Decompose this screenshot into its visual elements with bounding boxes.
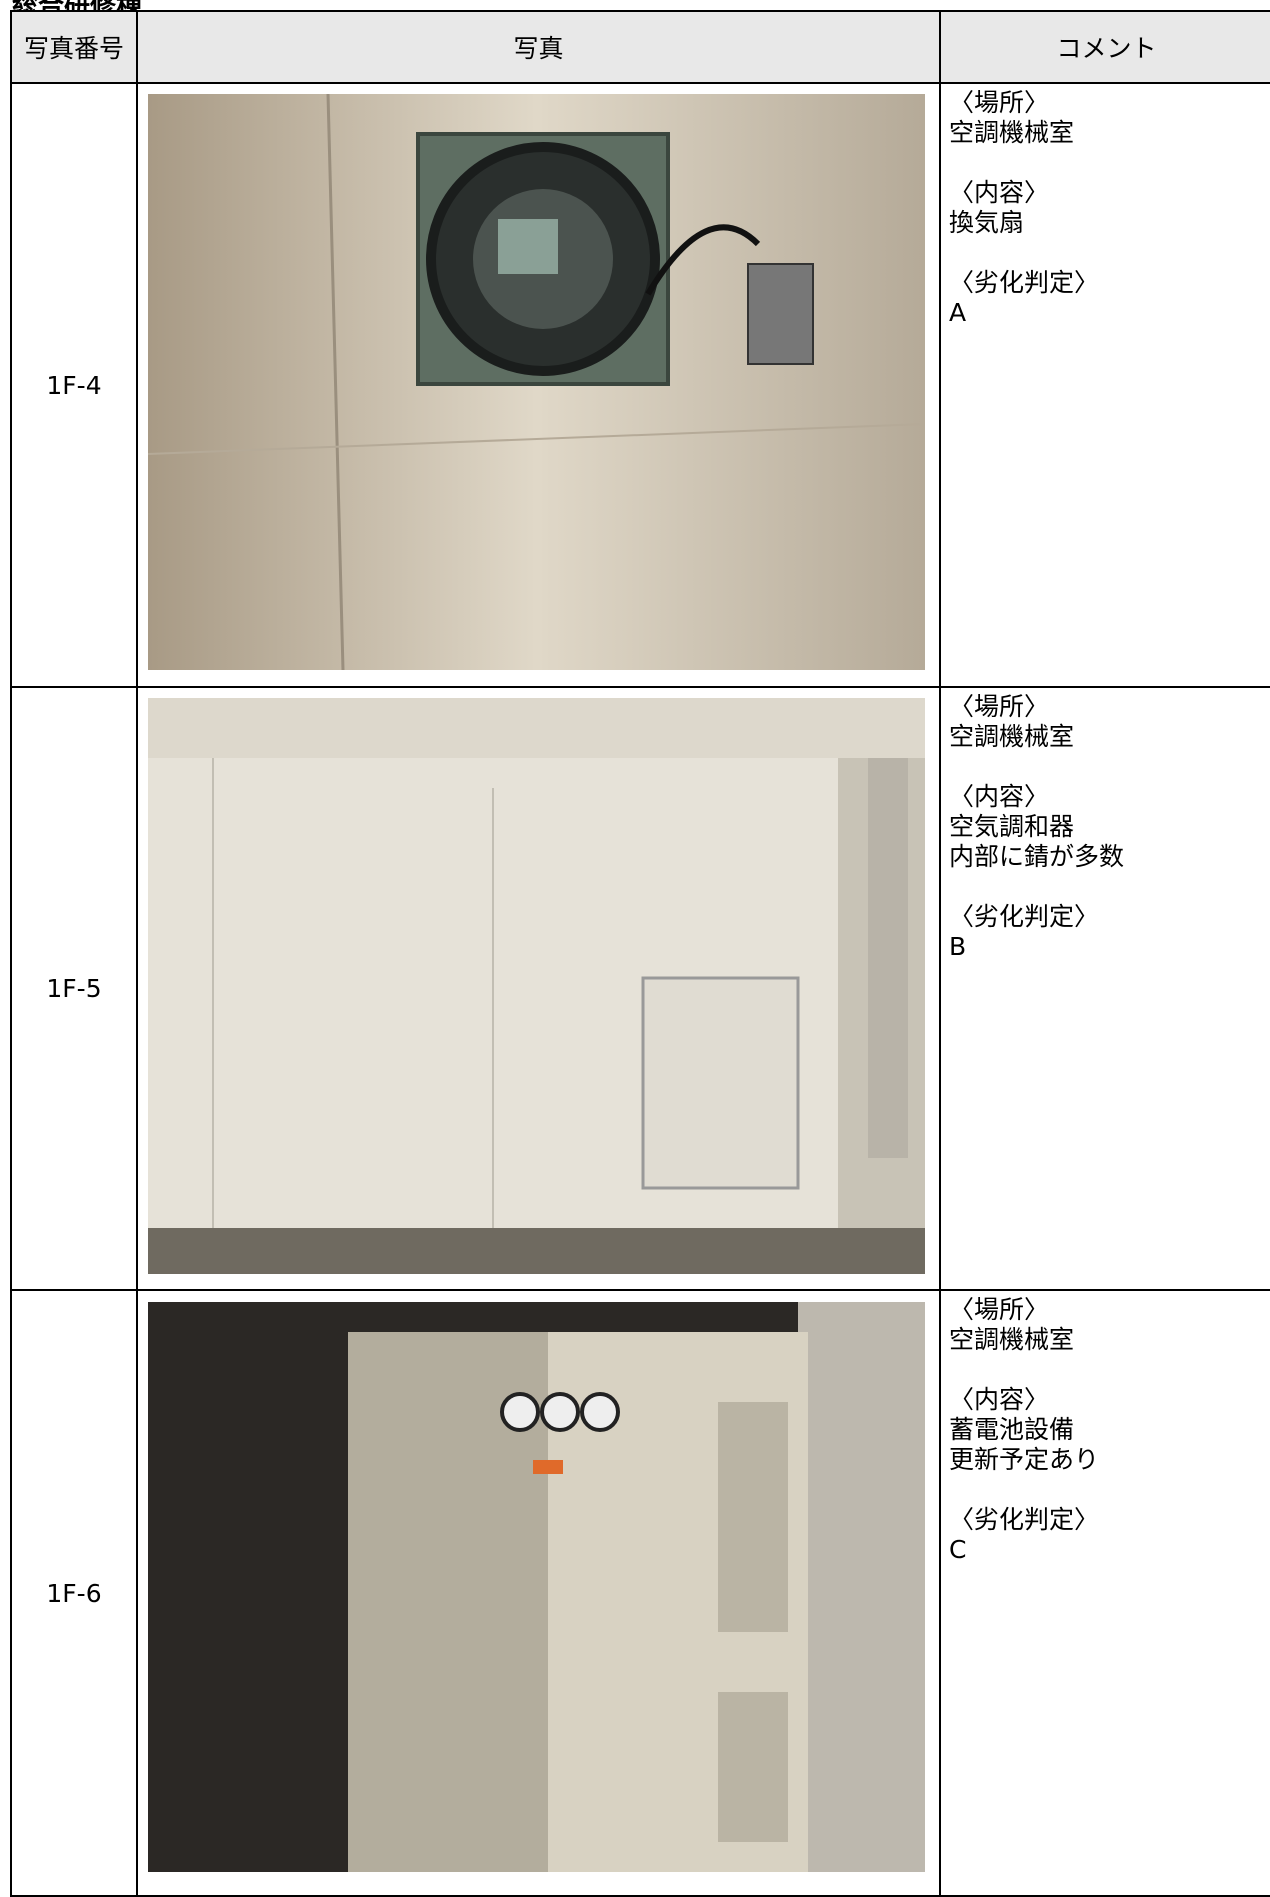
photo-fan bbox=[148, 94, 925, 670]
column-header: 写真 bbox=[136, 10, 941, 84]
comment-cell: 〈場所〉 空調機械室〈内容〉 空気調和器 内部に錆が多数 〈劣化判定〉 B bbox=[939, 686, 1270, 1291]
comment-line: 換気扇 bbox=[949, 208, 1025, 237]
column-header: コメント bbox=[939, 10, 1270, 84]
comment-line: 空調機械室 bbox=[949, 118, 1075, 147]
comment-line: B bbox=[949, 932, 967, 961]
photo-air-handler bbox=[148, 698, 925, 1274]
comment-line: 空調機械室 bbox=[949, 1325, 1075, 1354]
comment-line: 空調機械室 bbox=[949, 722, 1075, 751]
photo-number: 1F-6 bbox=[10, 1289, 138, 1897]
comment-line: 〈劣化判定〉 bbox=[949, 268, 1100, 297]
comment-line: 更新予定あり bbox=[949, 1445, 1100, 1474]
comment-line: 〈場所〉 bbox=[949, 692, 1050, 721]
comment-line: C bbox=[949, 1535, 967, 1564]
comment-line: 〈劣化判定〉 bbox=[949, 902, 1100, 931]
comment-cell: 〈場所〉 空調機械室〈内容〉 蓄電池設備 更新予定あり 〈劣化判定〉 C bbox=[939, 1289, 1270, 1897]
comment-line: 〈場所〉 bbox=[949, 88, 1050, 117]
comment-line: 空気調和器 bbox=[949, 812, 1075, 841]
comment-line: 〈劣化判定〉 bbox=[949, 1505, 1100, 1534]
photo-number: 1F-5 bbox=[10, 686, 138, 1291]
comment-line: 〈内容〉 bbox=[949, 1385, 1050, 1414]
comment-line: 〈内容〉 bbox=[949, 782, 1050, 811]
comment-line: 内部に錆が多数 bbox=[949, 842, 1125, 871]
comment-cell: 〈場所〉 空調機械室〈内容〉 換気扇〈劣化判定〉 A bbox=[939, 82, 1270, 688]
comment-line: 蓄電池設備 bbox=[949, 1415, 1075, 1444]
photo-number: 1F-4 bbox=[10, 82, 138, 688]
comment-line: 〈内容〉 bbox=[949, 178, 1050, 207]
column-header: 写真番号 bbox=[10, 10, 138, 84]
photo-battery bbox=[148, 1302, 925, 1872]
comment-line: 〈場所〉 bbox=[949, 1295, 1050, 1324]
comment-line: A bbox=[949, 298, 967, 327]
